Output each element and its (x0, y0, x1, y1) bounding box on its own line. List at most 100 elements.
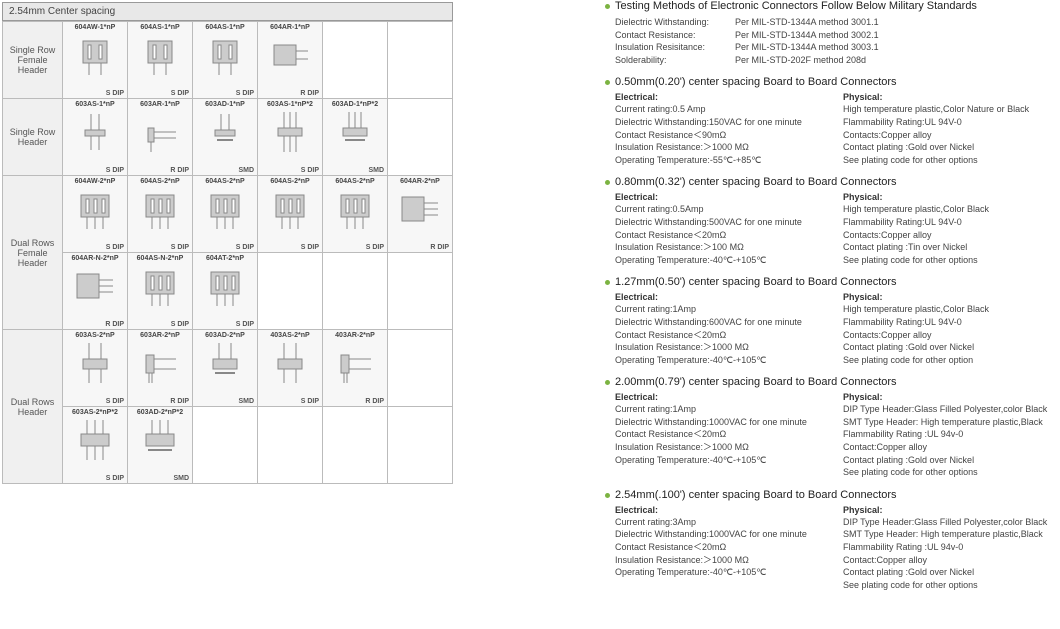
package-label: R DIP (170, 398, 189, 405)
package-label: S DIP (366, 244, 384, 251)
part-cell: 604AT-2*nP S DIP (193, 253, 257, 329)
left-panel: 2.54mm Center spacing Single Row Female … (0, 0, 455, 629)
electrical-col: Electrical: Current rating:3AmpDielectri… (615, 505, 843, 592)
spec-value: Per MIL-STD-1344A method 3002.1 (735, 29, 1050, 42)
part-cell: 403AR-2*nP R DIP (323, 330, 387, 406)
elec-row: Contact Resistance＜20mΩ (615, 428, 843, 441)
part-diagram-icon (63, 416, 127, 464)
elec-row: Operating Temperature:-40℃-+105℃ (615, 254, 843, 267)
elec-row: Current rating:0.5Amp (615, 203, 843, 216)
part-diagram-icon (258, 339, 322, 387)
physical-label: Physical: (843, 92, 1050, 102)
package-label: S DIP (236, 90, 254, 97)
phys-row: SMT Type Header: High temperature plasti… (843, 416, 1050, 429)
physical-col: Physical: High temperature plastic,Color… (843, 92, 1050, 166)
part-cell: 604AS-2*nP S DIP (193, 176, 257, 252)
spec-sections: 0.50mm(0.20') center spacing Board to Bo… (605, 76, 1050, 591)
package-label: S DIP (106, 167, 124, 174)
part-number: 403AS-2*nP (258, 330, 322, 339)
part-cell: 603AD-1*nP*2 SMD (323, 99, 387, 175)
spacing-section: 0.80mm(0.32') center spacing Board to Bo… (605, 176, 1050, 266)
part-cell: 603AD-2*nP SMD (193, 330, 257, 406)
part-diagram-icon (63, 185, 127, 233)
testing-methods-section: Testing Methods of Electronic Connectors… (605, 0, 1050, 66)
connector-grid: Single Row Female Header 604AW-1*nP S DI… (2, 21, 453, 484)
part-number: 603AR-1*nP (128, 99, 192, 108)
empty-cell (323, 407, 387, 483)
section-heading: 1.27mm(0.50') center spacing Board to Bo… (605, 276, 1050, 288)
phys-row: Flammability Rating:UL 94V-0 (843, 316, 1050, 329)
elec-row: Dielectric Withstanding:500VAC for one m… (615, 216, 843, 229)
phys-row: See plating code for other options (843, 154, 1050, 167)
testing-heading: Testing Methods of Electronic Connectors… (605, 0, 1050, 12)
part-cell: 603AS-2*nP*2 S DIP (63, 407, 127, 483)
elec-row: Dielectric Withstanding:150VAC for one m… (615, 116, 843, 129)
part-cell: 603AS-2*nP S DIP (63, 330, 127, 406)
elec-row: Insulation Resistance:＞100 MΩ (615, 241, 843, 254)
package-label: SMD (173, 475, 189, 482)
electrical-col: Electrical: Current rating:0.5 AmpDielec… (615, 92, 843, 166)
part-cell: 604AR-1*nP R DIP (258, 22, 322, 98)
part-diagram-icon (193, 185, 257, 233)
part-diagram-icon (193, 339, 257, 387)
phys-row: Flammability Rating :UL 94v-0 (843, 428, 1050, 441)
package-label: S DIP (171, 244, 189, 251)
electrical-label: Electrical: (615, 92, 843, 102)
row-label: Single Row Female Header (3, 22, 63, 99)
part-cell: 604AS-1*nP S DIP (128, 22, 192, 98)
part-diagram-icon (323, 339, 387, 387)
part-diagram-icon (193, 31, 257, 79)
phys-row: See plating code for other options (843, 466, 1050, 479)
part-diagram-icon (193, 108, 257, 156)
part-cell: 604AS-2*nP S DIP (128, 176, 192, 252)
part-number: 603AD-2*nP (193, 330, 257, 339)
phys-row: DIP Type Header:Glass Filled Polyester,c… (843, 403, 1050, 416)
empty-cell (258, 407, 322, 483)
elec-row: Current rating:3Amp (615, 516, 843, 529)
elec-row: Current rating:1Amp (615, 403, 843, 416)
phys-row: Contacts:Copper alloy (843, 129, 1050, 142)
package-label: R DIP (365, 398, 384, 405)
part-cell: 603AS-1*nP*2 S DIP (258, 99, 322, 175)
right-panel: Testing Methods of Electronic Connectors… (455, 0, 1060, 629)
part-diagram-icon (323, 108, 387, 156)
spec-key: Contact Resistance: (615, 29, 735, 42)
part-cell: 604AS-1*nP S DIP (193, 22, 257, 98)
electrical-label: Electrical: (615, 392, 843, 402)
package-label: R DIP (300, 90, 319, 97)
spacing-section: 2.54mm(.100') center spacing Board to Bo… (605, 489, 1050, 592)
phys-row: Contact:Copper alloy (843, 441, 1050, 454)
part-cell: 604AR-2*nP R DIP (388, 176, 452, 252)
elec-row: Operating Temperature:-55℃-+85℃ (615, 154, 843, 167)
package-label: S DIP (106, 244, 124, 251)
elec-row: Contact Resistance＜90mΩ (615, 129, 843, 142)
part-diagram-icon (258, 108, 322, 156)
elec-row: Contact Resistance＜20mΩ (615, 229, 843, 242)
package-label: SMD (238, 398, 254, 405)
phys-row: High temperature plastic,Color Nature or… (843, 103, 1050, 116)
phys-row: Flammability Rating :UL 94v-0 (843, 541, 1050, 554)
part-diagram-icon (128, 108, 192, 156)
part-diagram-icon (128, 416, 192, 464)
part-cell: 604AS-N-2*nP S DIP (128, 253, 192, 329)
section-heading: 0.50mm(0.20') center spacing Board to Bo… (605, 76, 1050, 88)
part-number: 604AR-2*nP (388, 176, 452, 185)
elec-row: Contact Resistance＜20mΩ (615, 541, 843, 554)
part-diagram-icon (128, 262, 192, 310)
part-cell: 603AR-2*nP R DIP (128, 330, 192, 406)
part-diagram-icon (258, 31, 322, 79)
electrical-col: Electrical: Current rating:0.5AmpDielect… (615, 192, 843, 266)
elec-row: Current rating:1Amp (615, 303, 843, 316)
part-cell: 604AS-2*nP S DIP (258, 176, 322, 252)
section-heading: 2.54mm(.100') center spacing Board to Bo… (605, 489, 1050, 501)
package-label: S DIP (106, 90, 124, 97)
electrical-col: Electrical: Current rating:1AmpDielectri… (615, 392, 843, 479)
testing-lines: Dielectric Withstanding:Per MIL-STD-1344… (605, 16, 1050, 66)
part-number: 604AS-2*nP (258, 176, 322, 185)
phys-row: Contacts:Copper alloy (843, 229, 1050, 242)
elec-row: Operating Temperature:-40℃-+105℃ (615, 454, 843, 467)
package-label: S DIP (301, 244, 319, 251)
part-number: 604AT-2*nP (193, 253, 257, 262)
spec-value: Per MIL-STD-1344A method 3001.1 (735, 16, 1050, 29)
phys-row: Flammability Rating:UL 94V-0 (843, 216, 1050, 229)
